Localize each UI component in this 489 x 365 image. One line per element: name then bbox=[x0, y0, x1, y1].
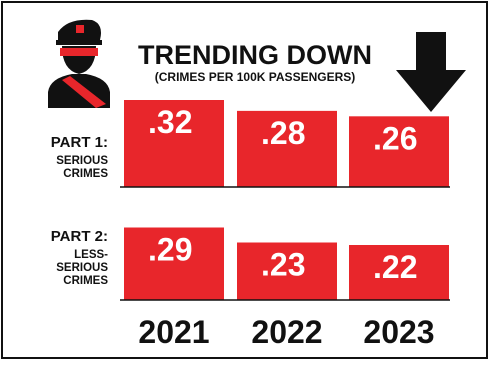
down-arrow-icon bbox=[396, 32, 466, 112]
series-label-2-line-3: CRIMES bbox=[63, 275, 108, 287]
bars bbox=[124, 100, 449, 300]
x-axis-labels: 2021 2022 2023 bbox=[138, 314, 434, 350]
bar-part1-2023 bbox=[349, 116, 449, 187]
chart-title: TRENDING DOWN bbox=[138, 40, 372, 70]
value-label-part1-2021: .32 bbox=[148, 104, 192, 140]
bar-part2-2021 bbox=[124, 227, 224, 300]
series-label-1-line-2: CRIMES bbox=[63, 168, 108, 180]
value-label-part2-2022: .23 bbox=[261, 247, 305, 283]
series-label-1-line-1: SERIOUS bbox=[56, 155, 108, 167]
value-label-part2-2023: .22 bbox=[373, 249, 417, 285]
x-tick-label-2023: 2023 bbox=[363, 314, 434, 350]
value-label-part2-2021: .29 bbox=[148, 232, 192, 268]
police-officer-icon bbox=[48, 19, 110, 108]
x-tick-label-2022: 2022 bbox=[251, 314, 322, 350]
value-label-part1-2023: .26 bbox=[373, 120, 417, 156]
bar-part2-2023 bbox=[349, 245, 449, 300]
bar-part1-2022 bbox=[237, 110, 337, 187]
bar-labels: .32 .28 .26 .29 .23 .22 bbox=[148, 104, 417, 285]
series-label-2-title: PART 2: bbox=[51, 228, 108, 245]
series-label-1-title: PART 1: bbox=[51, 134, 108, 151]
series-label-2-line-2: SERIOUS bbox=[56, 262, 108, 274]
bar-part1-2021 bbox=[124, 100, 224, 187]
value-label-part1-2022: .28 bbox=[261, 115, 305, 151]
chart-subtitle: (CRIMES PER 100K PASSENGERS) bbox=[155, 70, 356, 84]
x-tick-label-2021: 2021 bbox=[138, 314, 209, 350]
series-label-2-line-1: LESS- bbox=[74, 249, 108, 261]
bar-part2-2022 bbox=[237, 242, 337, 300]
